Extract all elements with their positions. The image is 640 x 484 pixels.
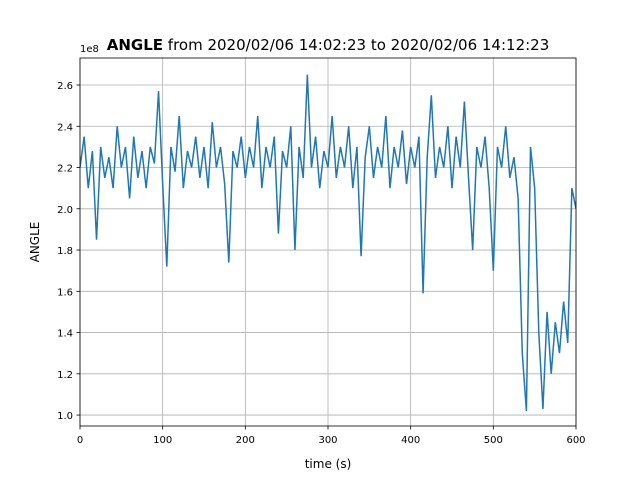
chart-title: ANGLE from 2020/02/06 14:02:23 to 2020/0… [107,36,550,54]
plot-frame [79,57,577,427]
offset-text: 1e8 [80,44,99,55]
y-tick-label: 1.4 [57,329,73,340]
x-tick-label: 300 [318,435,337,446]
x-tick-label: 0 [77,435,83,446]
data-line [80,74,576,411]
x-tick-label: 500 [484,435,503,446]
x-tick-label: 400 [401,435,420,446]
title-rest: from 2020/02/06 14:02:23 to 2020/02/06 1… [168,36,549,54]
y-tick-label: 2.6 [57,81,73,92]
x-axis-label: time (s) [305,457,352,471]
y-tick-label: 1.6 [57,287,73,298]
y-tick-label: 1.0 [57,411,73,422]
x-tick-label: 100 [153,435,172,446]
y-tick-label: 1.8 [57,246,73,257]
title-bold: ANGLE [107,36,163,54]
y-axis-label: ANGLE [28,222,42,263]
x-tick-label: 200 [236,435,255,446]
y-tick-label: 2.2 [57,164,73,175]
x-tick-label: 600 [566,435,585,446]
y-tick-label: 2.0 [57,205,73,216]
y-tick-label: 2.4 [57,122,73,133]
y-tick-label: 1.2 [57,370,73,381]
